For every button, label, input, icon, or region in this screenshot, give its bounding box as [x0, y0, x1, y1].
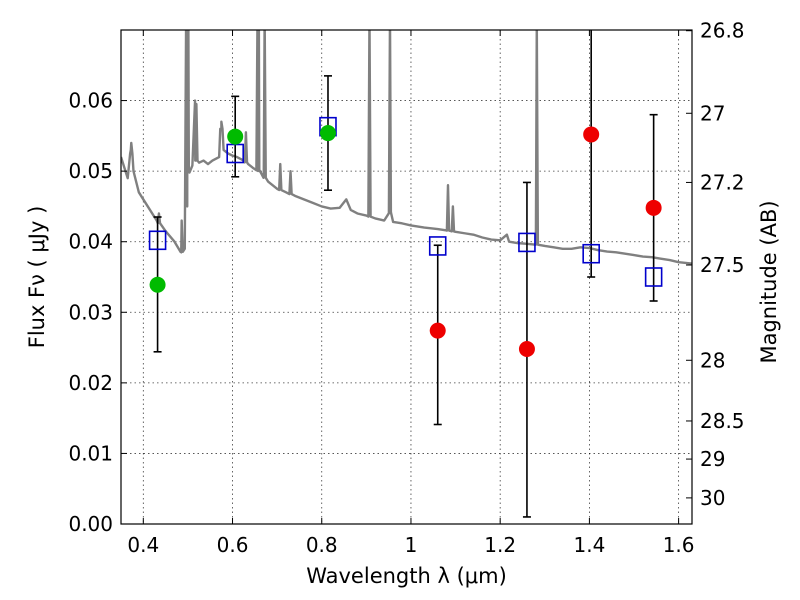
model-photometry-square [428, 236, 447, 256]
optical-detection-point [319, 125, 336, 142]
model-photometry-square [518, 232, 536, 253]
y-tick-label: 0.05 [68, 159, 113, 183]
optical-detection-point [149, 276, 166, 293]
nir-detection-point [518, 340, 535, 357]
grid-lines [121, 30, 692, 525]
y-tick-label: 0.04 [68, 230, 113, 254]
y-tick-label: 0.03 [68, 300, 113, 324]
model-photometry-square [148, 230, 167, 251]
plot-frame [120, 29, 693, 525]
axis-ticks: 0.4 0.6 0.8 1 1.2 1.4 1.6 0.00 0.01 0.02 0.03 0.04 0… [68, 19, 744, 557]
model-photometry-square [582, 243, 600, 264]
y2-tick-label: 27.2 [700, 170, 745, 194]
y2-tick-label: 27.5 [700, 253, 745, 277]
y2-tick-label: 28 [700, 348, 725, 372]
x-axis-label: Wavelength λ (μm) [306, 564, 507, 588]
nir-detection-point [429, 322, 446, 339]
x-tick-label: 0.6 [217, 533, 249, 557]
optical-detection-point [227, 128, 244, 145]
x-tick-label: 1.2 [484, 533, 516, 557]
nir-detection-point [645, 199, 662, 216]
y2-tick-label: 28.5 [700, 409, 745, 433]
y-tick-label: 0.06 [68, 89, 113, 113]
x-tick-label: 0.8 [306, 533, 338, 557]
y-tick-label: 0.02 [68, 371, 113, 395]
secondary-y-axis-label: Magnitude (AB) [757, 200, 781, 363]
x-tick-label: 1.6 [663, 533, 695, 557]
error-bars [153, 30, 658, 518]
model-sed-spectrum [121, 30, 692, 265]
x-tick-label: 1 [405, 533, 418, 557]
x-tick-label: 1.4 [573, 533, 605, 557]
y2-tick-label: 30 [700, 486, 725, 510]
y2-tick-label: 26.8 [700, 19, 745, 43]
y-axis-label: Flux Fν ( μJy ) [25, 206, 49, 349]
nir-detection-point [583, 126, 600, 143]
data-markers [148, 116, 663, 357]
model-sed-line [121, 30, 692, 265]
y2-tick-label: 29 [700, 447, 725, 471]
y2-tick-label: 27 [700, 101, 725, 125]
y-tick-label: 0.00 [68, 512, 113, 536]
x-tick-label: 0.4 [127, 533, 159, 557]
y-tick-label: 0.01 [68, 441, 113, 465]
model-photometry-square [644, 267, 663, 287]
